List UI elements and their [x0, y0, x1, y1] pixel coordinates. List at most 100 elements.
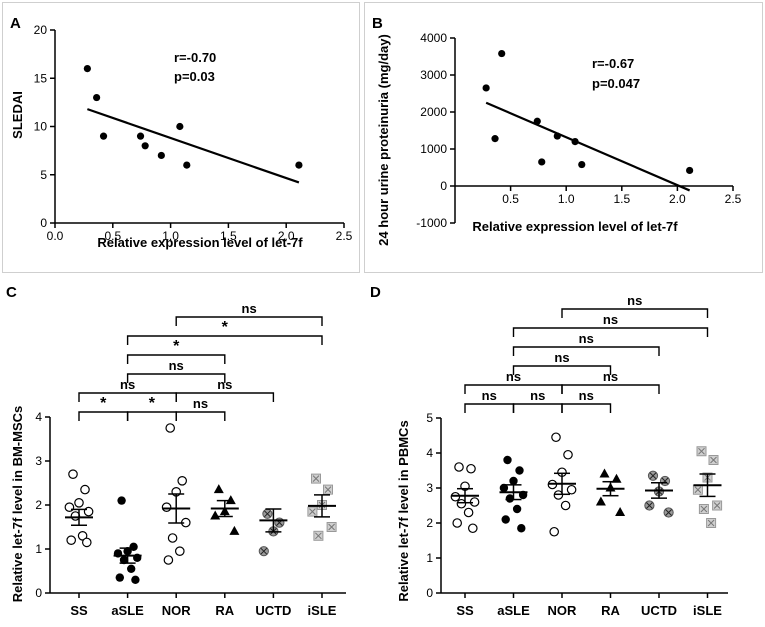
x-tick-label: 2.0: [669, 192, 686, 206]
significance-bracket: [175, 316, 323, 326]
data-point: [177, 475, 187, 486]
significance-label: ns: [627, 293, 642, 308]
x-tick-label: 1.0: [558, 192, 575, 206]
x-tick-label: 2.5: [336, 229, 353, 243]
data-point-cross: [707, 519, 715, 527]
data-point: [83, 65, 91, 73]
data-point: [454, 462, 464, 472]
y-tick-label: 4: [35, 410, 42, 424]
panel-c-dot-plot: C Relative let-7f level in BM-MSCs 0 1 2 3 4…: [6, 284, 346, 618]
significance-label: ns: [482, 388, 497, 403]
data-point: [571, 138, 579, 146]
data-point-cross: [698, 447, 705, 455]
significance-bracket: [561, 308, 709, 318]
y-tick-label: 5: [426, 411, 433, 425]
panel-d-letter: D: [370, 284, 381, 301]
data-point: [167, 533, 178, 543]
data-point: [210, 510, 221, 520]
x-category-label: UCTD: [255, 603, 291, 618]
panel-d-dot-plot: D Relative let-7f level in PBMCs 0 1 2 3 4 5 S…: [370, 284, 728, 618]
x-category-label: UCTD: [641, 603, 677, 618]
data-point: [515, 466, 524, 475]
panel-b-x-axis-label: Relative expression level of let-7f: [472, 219, 678, 234]
data-point: [66, 535, 76, 545]
data-point: [452, 518, 462, 528]
significance-label: ns: [506, 369, 521, 384]
significance-bracket: [512, 365, 612, 375]
data-point: [466, 463, 476, 474]
data-point: [505, 494, 515, 503]
data-point: [599, 468, 610, 478]
y-tick-label: 2: [35, 498, 42, 512]
data-point: [538, 158, 546, 166]
data-point: [80, 484, 90, 495]
significance-bracket: [78, 411, 129, 421]
data-point: [501, 515, 510, 524]
data-point: [549, 526, 559, 537]
panel-b-p-value: p=0.047: [592, 76, 640, 91]
significance-bracket: [512, 327, 709, 337]
data-point: [127, 564, 136, 573]
significance-bracket: [126, 373, 226, 383]
significance-label: ns: [579, 331, 594, 346]
x-category-label: NOR: [162, 603, 192, 618]
x-tick-label: 0.0: [47, 229, 64, 243]
data-point: [503, 455, 512, 465]
data-point: [295, 161, 303, 169]
data-point: [68, 469, 78, 479]
significance-bracket: [126, 335, 323, 345]
data-point-cross: [324, 486, 332, 493]
panel-a-y-axis-label: SLEDAI: [10, 91, 25, 139]
x-tick-label: 1.0: [162, 229, 179, 243]
significance-label: *: [173, 338, 180, 355]
significance-label: ns: [554, 350, 569, 365]
y-tick-label: 4: [426, 446, 433, 460]
data-point-cross: [713, 502, 721, 509]
data-point: [119, 555, 129, 565]
x-tick-label: 1.5: [613, 192, 630, 206]
data-point: [74, 497, 84, 508]
data-point-cross: [315, 532, 322, 540]
x-category-label: iSLE: [308, 603, 337, 618]
data-point: [213, 484, 224, 494]
data-point: [533, 117, 541, 125]
data-point: [553, 132, 561, 140]
panel-a-r-value: r=-0.70: [174, 50, 216, 65]
significance-label: ns: [603, 312, 618, 327]
significance-label: ns: [217, 377, 232, 392]
y-tick-label: 2000: [420, 105, 447, 119]
data-point: [157, 151, 165, 160]
y-tick-label: 5: [40, 168, 47, 182]
significance-bracket: [175, 392, 275, 402]
y-tick-label: 3: [426, 481, 433, 495]
panel-b-letter: B: [372, 15, 383, 32]
data-point: [115, 573, 125, 582]
data-point: [551, 432, 561, 443]
data-point: [136, 132, 145, 140]
y-tick-label: 0: [426, 586, 433, 600]
data-point: [229, 525, 240, 535]
data-point: [82, 537, 92, 548]
data-point: [129, 542, 138, 551]
y-tick-label: -1000: [416, 216, 447, 230]
data-point: [615, 507, 626, 516]
x-category-label: SS: [456, 603, 474, 618]
x-tick-label: 2.0: [278, 229, 295, 243]
panel-a-frame: [2, 2, 360, 273]
data-point: [563, 449, 573, 460]
data-point: [467, 523, 478, 534]
significance-label: ns: [242, 301, 257, 316]
data-point-cross: [649, 472, 657, 480]
panel-a-letter: A: [10, 15, 21, 32]
data-point-cross: [665, 509, 672, 516]
data-point-cross: [700, 505, 708, 513]
regression-line: [485, 101, 691, 192]
data-point: [482, 84, 490, 92]
significance-bracket: [561, 403, 612, 413]
significance-bracket: [464, 384, 563, 394]
data-point: [499, 483, 509, 493]
x-category-label: RA: [215, 603, 234, 618]
data-point-cross: [260, 547, 268, 555]
data-point-cross: [710, 456, 717, 464]
